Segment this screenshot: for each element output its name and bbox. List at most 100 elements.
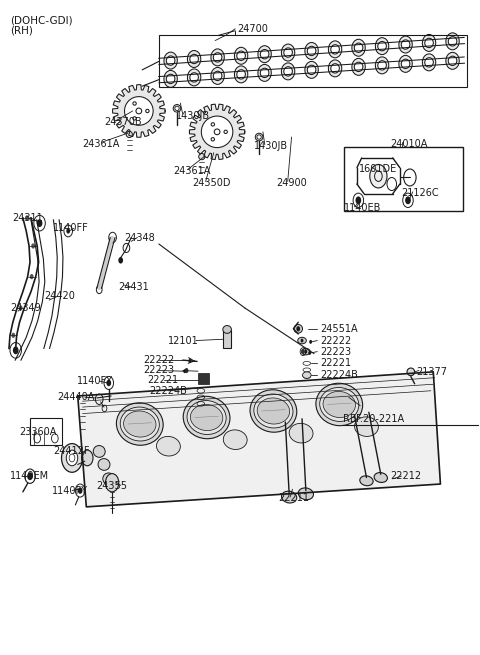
Ellipse shape <box>352 39 365 56</box>
Polygon shape <box>78 372 441 507</box>
Circle shape <box>405 196 411 204</box>
Text: 24361A: 24361A <box>173 166 211 176</box>
Ellipse shape <box>355 417 378 436</box>
Ellipse shape <box>399 56 412 72</box>
Ellipse shape <box>223 430 247 449</box>
Ellipse shape <box>448 56 457 66</box>
Ellipse shape <box>407 368 415 376</box>
Text: 1601DE: 1601DE <box>360 164 397 174</box>
Ellipse shape <box>98 458 110 470</box>
Text: 24348: 24348 <box>124 233 155 243</box>
Ellipse shape <box>250 390 297 432</box>
Ellipse shape <box>257 398 289 424</box>
Text: 1140FY: 1140FY <box>51 485 87 496</box>
Ellipse shape <box>167 56 175 66</box>
Circle shape <box>185 368 189 373</box>
Circle shape <box>300 339 303 343</box>
Text: 24355: 24355 <box>96 481 127 491</box>
Ellipse shape <box>136 108 142 114</box>
Ellipse shape <box>305 43 318 60</box>
Ellipse shape <box>401 59 410 69</box>
Text: 22221: 22221 <box>147 375 178 384</box>
Ellipse shape <box>374 472 387 483</box>
Ellipse shape <box>323 392 356 417</box>
Circle shape <box>36 219 42 227</box>
Ellipse shape <box>425 38 433 48</box>
Ellipse shape <box>213 52 222 62</box>
Ellipse shape <box>446 52 459 69</box>
Ellipse shape <box>354 62 363 71</box>
Ellipse shape <box>257 135 261 140</box>
Circle shape <box>82 450 93 466</box>
Ellipse shape <box>201 116 233 147</box>
Ellipse shape <box>307 66 316 75</box>
Text: 24900: 24900 <box>276 178 307 188</box>
Circle shape <box>61 443 83 472</box>
Ellipse shape <box>260 68 269 77</box>
Ellipse shape <box>298 488 313 500</box>
Ellipse shape <box>375 37 389 54</box>
Text: 24361A: 24361A <box>83 139 120 149</box>
Text: 24370B: 24370B <box>104 117 142 127</box>
Text: (RH): (RH) <box>10 26 33 35</box>
Circle shape <box>27 472 33 480</box>
Text: 1140EB: 1140EB <box>344 203 382 213</box>
Ellipse shape <box>211 49 224 66</box>
Ellipse shape <box>156 436 180 456</box>
Text: 24350D: 24350D <box>192 178 231 188</box>
Circle shape <box>66 229 70 234</box>
Text: 22221: 22221 <box>320 358 351 368</box>
Ellipse shape <box>93 445 105 457</box>
Ellipse shape <box>360 476 373 486</box>
Circle shape <box>356 196 361 204</box>
Ellipse shape <box>284 48 292 57</box>
Ellipse shape <box>281 44 295 61</box>
Ellipse shape <box>167 74 175 84</box>
Text: 22223: 22223 <box>144 365 175 375</box>
Circle shape <box>301 349 305 354</box>
Text: 24420: 24420 <box>44 291 75 301</box>
Ellipse shape <box>224 130 228 134</box>
Ellipse shape <box>305 62 318 79</box>
Ellipse shape <box>164 52 177 69</box>
Ellipse shape <box>187 69 201 86</box>
Ellipse shape <box>378 61 386 70</box>
Bar <box>30 417 62 445</box>
Ellipse shape <box>146 109 149 113</box>
Ellipse shape <box>211 138 215 141</box>
Ellipse shape <box>448 37 457 46</box>
Ellipse shape <box>103 473 115 485</box>
Text: 24551A: 24551A <box>320 324 358 334</box>
Text: 22212: 22212 <box>390 471 421 481</box>
Circle shape <box>118 257 123 263</box>
Text: 22222: 22222 <box>144 355 175 365</box>
Ellipse shape <box>282 491 297 503</box>
Circle shape <box>31 244 35 249</box>
Ellipse shape <box>328 60 342 77</box>
Ellipse shape <box>234 47 248 64</box>
Text: 24700: 24700 <box>238 24 268 34</box>
Circle shape <box>78 487 83 494</box>
Ellipse shape <box>331 45 339 54</box>
Ellipse shape <box>213 71 222 81</box>
Text: 21377: 21377 <box>417 367 447 377</box>
Text: 1140FF: 1140FF <box>53 223 89 233</box>
Circle shape <box>370 164 387 188</box>
Text: 1430JB: 1430JB <box>176 111 210 121</box>
Text: 24431: 24431 <box>118 282 149 292</box>
Ellipse shape <box>237 69 245 79</box>
Circle shape <box>51 434 58 443</box>
Ellipse shape <box>284 67 292 76</box>
Ellipse shape <box>211 122 215 126</box>
Ellipse shape <box>260 50 269 59</box>
Circle shape <box>66 450 78 466</box>
Ellipse shape <box>223 326 231 333</box>
Ellipse shape <box>281 63 295 80</box>
Ellipse shape <box>401 40 410 49</box>
Ellipse shape <box>331 64 339 73</box>
Circle shape <box>13 346 19 354</box>
Ellipse shape <box>187 50 201 67</box>
Text: 22224B: 22224B <box>320 370 358 380</box>
Text: 1140FY: 1140FY <box>77 376 113 386</box>
Bar <box>198 373 208 384</box>
